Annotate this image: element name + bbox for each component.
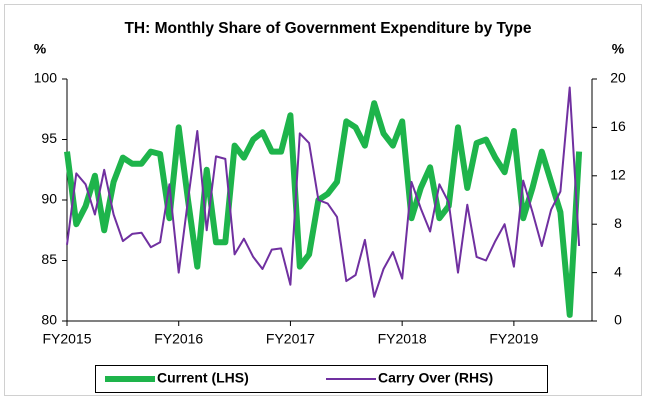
legend-label: Carry Over (RHS) bbox=[378, 370, 493, 386]
y-axis-label: % bbox=[34, 41, 47, 57]
y2-tick-label: 16 bbox=[610, 118, 626, 134]
y2-tick-label: 20 bbox=[610, 70, 626, 86]
y2-tick-label: 8 bbox=[614, 215, 622, 231]
y-tick-label: 95 bbox=[41, 130, 57, 146]
y2-tick-label: 12 bbox=[610, 167, 626, 183]
x-tick-label: FY2016 bbox=[154, 331, 203, 347]
y-tick-label: 80 bbox=[41, 312, 57, 328]
frame bbox=[4, 4, 642, 396]
series-line bbox=[64, 100, 583, 318]
y2-tick-label: 0 bbox=[614, 312, 622, 328]
legend-label: Current (LHS) bbox=[157, 370, 249, 386]
x-tick-label: FY2018 bbox=[378, 331, 427, 347]
legend bbox=[95, 365, 548, 393]
y-tick-label: 90 bbox=[41, 191, 57, 207]
y2-axis-label: % bbox=[612, 41, 625, 57]
x-tick-label: FY2015 bbox=[42, 331, 91, 347]
y2-tick-label: 4 bbox=[614, 263, 622, 279]
chart-title: TH: Monthly Share of Government Expendit… bbox=[124, 20, 532, 37]
series-line bbox=[66, 86, 581, 298]
y-tick-label: 100 bbox=[34, 70, 58, 86]
y-tick-label: 85 bbox=[41, 251, 57, 267]
x-tick-label: FY2019 bbox=[489, 331, 538, 347]
x-tick-label: FY2017 bbox=[266, 331, 315, 347]
